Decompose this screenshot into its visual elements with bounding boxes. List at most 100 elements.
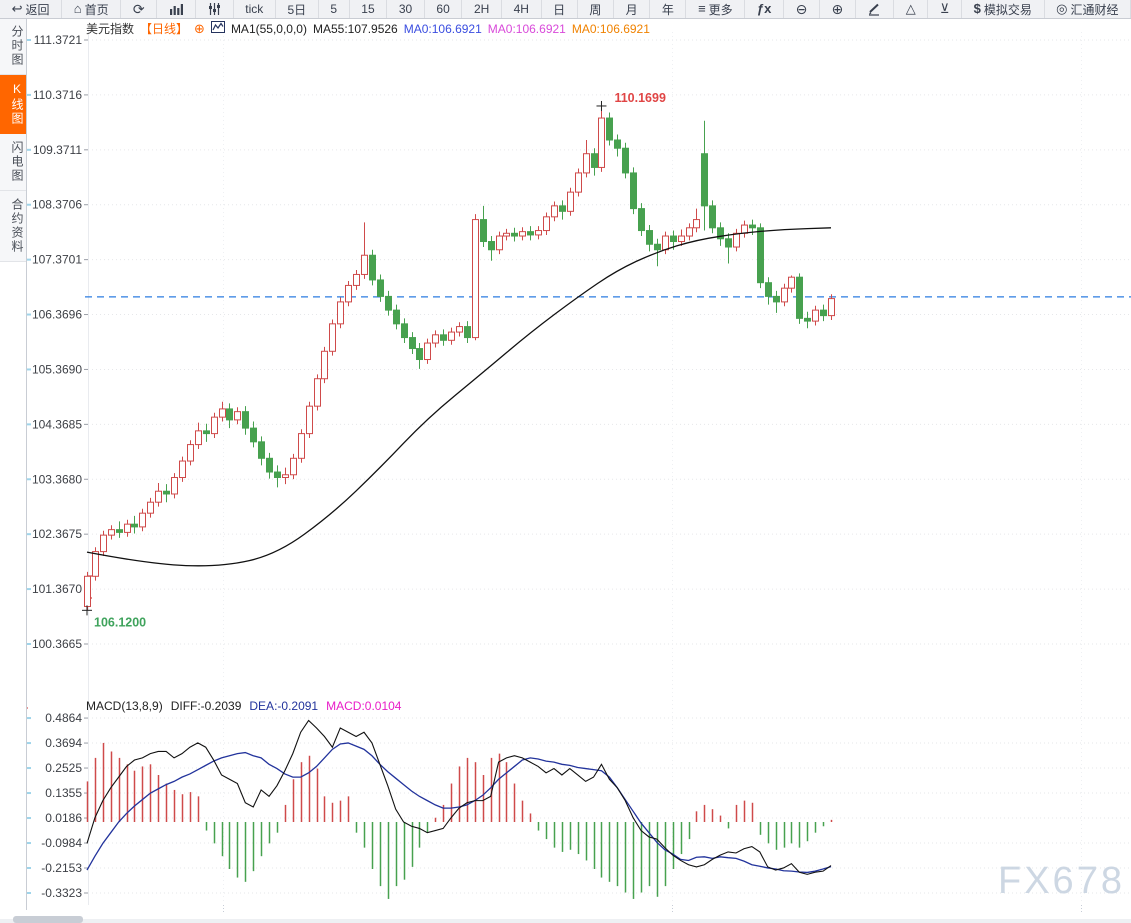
candle	[812, 309, 819, 322]
zoom-out-button[interactable]: ⊖	[784, 0, 820, 18]
candle	[416, 348, 423, 361]
bar-chart-icon	[169, 3, 184, 15]
high-price-annotation: 110.1699	[614, 91, 665, 105]
timeframe-5m[interactable]: 5	[319, 0, 350, 18]
add-indicator-icon[interactable]: ⊕	[194, 20, 205, 36]
candle	[614, 139, 621, 149]
candle	[266, 457, 273, 473]
toolbar-item-label: 30	[398, 2, 413, 16]
candle	[591, 153, 598, 168]
tab-contract-info[interactable]: 合约资料	[0, 191, 26, 262]
triangle-tool-button[interactable]: △	[894, 0, 929, 18]
candle	[583, 153, 590, 174]
toolbar-item-label: 年	[661, 2, 674, 17]
pen-icon	[867, 3, 881, 16]
chart-type-button[interactable]	[157, 0, 197, 18]
tab-lightning-chart[interactable]: 闪电图	[0, 134, 26, 191]
candle	[662, 235, 669, 251]
price-axis-label: 102.3675	[32, 527, 82, 541]
candle	[409, 337, 416, 350]
timeframe-60m[interactable]: 60	[425, 0, 463, 18]
huitong-button[interactable]: ◎ 汇通财经	[1045, 0, 1131, 18]
candle	[464, 326, 471, 339]
diff-line	[86, 719, 832, 875]
candle	[701, 153, 708, 207]
timeframe-tick[interactable]: tick	[234, 0, 276, 18]
candle	[440, 334, 447, 341]
candle	[321, 350, 328, 380]
ma0-value-1: MA0:106.6921	[403, 21, 482, 36]
candle	[559, 205, 566, 212]
candle	[234, 411, 241, 421]
timeframe-5d[interactable]: 5日	[276, 0, 319, 18]
timeframe-month[interactable]: 月	[614, 0, 651, 18]
draw-tool-button[interactable]	[856, 0, 895, 18]
candle	[139, 512, 146, 528]
candle	[377, 279, 384, 297]
candle	[503, 232, 510, 237]
candle	[226, 408, 233, 421]
zoom-out-icon: ⊖	[795, 0, 808, 17]
candle	[488, 241, 495, 251]
timeframe-30m[interactable]: 30	[387, 0, 425, 18]
candle	[820, 309, 827, 317]
candle	[290, 457, 297, 476]
candle	[804, 317, 811, 322]
candle	[179, 460, 186, 479]
sliders-icon	[208, 3, 221, 15]
ma-settings-label: MA1(55,0,0,0)	[230, 21, 307, 36]
refresh-button[interactable]: ⟳	[121, 0, 158, 18]
more-button[interactable]: ≡ 更多	[686, 0, 746, 18]
candle	[329, 323, 336, 352]
timeframe-year[interactable]: 年	[650, 0, 687, 18]
timeframe-day[interactable]: 日	[542, 0, 578, 18]
ma0-value-2: MA0:106.6921	[487, 21, 566, 36]
horizontal-scrollbar-thumb[interactable]	[13, 916, 83, 923]
home-button[interactable]: ⌂ 首页	[62, 0, 122, 18]
timeframe-15m[interactable]: 15	[350, 0, 388, 18]
candle	[147, 501, 154, 514]
toolbar-item-label: 2H	[474, 2, 490, 16]
toolbar-item-label: 月	[625, 2, 638, 17]
macd-diff-value: DIFF:-0.2039	[170, 699, 242, 713]
candle	[741, 224, 748, 234]
toolbar: ↩ 返回 ⌂ 首页 ⟳ tick 5日 5 15 30 60 2H 4H 日周月 年 ≡ 更多 ƒx ⊖ ⊕ △ ⊻ $ 模拟…	[0, 0, 1131, 19]
candle	[693, 219, 700, 229]
candle	[725, 238, 732, 248]
refresh-icon: ⟳	[132, 0, 145, 17]
timeframe-4h[interactable]: 4H	[502, 0, 542, 18]
candle	[496, 235, 503, 251]
toolbar-item-label: tick	[245, 2, 264, 16]
formula-button[interactable]: ƒx	[745, 0, 784, 18]
timeframe-2h[interactable]: 2H	[462, 0, 502, 18]
candle	[337, 301, 344, 325]
horizontal-scrollbar-track[interactable]	[0, 919, 1131, 923]
candle	[155, 490, 162, 503]
sim-trading-button[interactable]: $ 模拟交易	[962, 0, 1045, 18]
candle	[361, 254, 368, 275]
candle	[258, 441, 265, 459]
candle	[598, 117, 605, 168]
candle	[393, 309, 400, 325]
back-icon: ↩	[11, 1, 23, 16]
tab-kline-chart[interactable]: K线图	[0, 75, 26, 134]
candle	[575, 172, 582, 193]
back-button[interactable]: ↩ 返回	[0, 0, 63, 18]
symbol-name: 美元指数	[86, 22, 135, 36]
candle	[187, 444, 194, 462]
timeframe-week[interactable]: 周	[578, 0, 614, 18]
toolbar-item-label: 首页	[84, 2, 109, 17]
candle	[92, 551, 99, 577]
tab-time-chart[interactable]: 分时图	[0, 18, 26, 75]
macd-axis-label: 0.4864	[45, 711, 82, 725]
menu-icon: ≡	[698, 1, 706, 16]
zoom-in-button[interactable]: ⊕	[820, 0, 856, 18]
candle	[203, 430, 210, 435]
indicator-button[interactable]	[196, 0, 234, 18]
candle	[765, 282, 772, 297]
check-tool-button[interactable]: ⊻	[928, 0, 963, 18]
zoom-in-icon: ⊕	[831, 0, 844, 17]
price-axis-label: 101.3670	[32, 582, 82, 596]
